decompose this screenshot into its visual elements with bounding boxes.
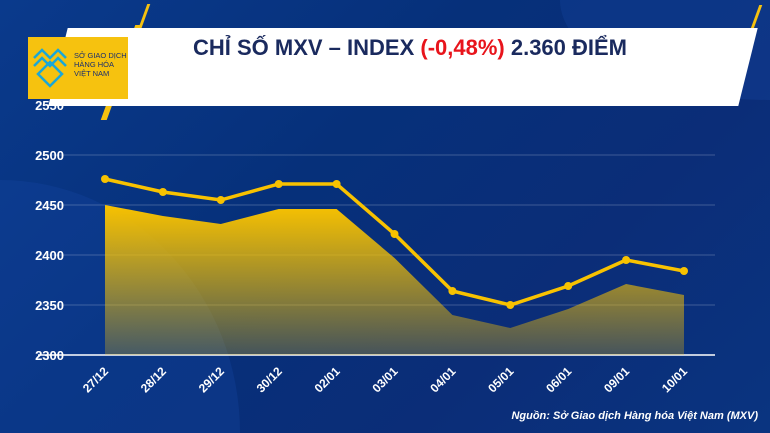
x-tick-label: 04/01: [427, 364, 458, 395]
x-tick-label: 29/12: [196, 364, 227, 395]
data-point: [158, 188, 167, 196]
x-tick-label: 10/01: [659, 364, 690, 395]
x-tick-label: 27/12: [80, 364, 111, 395]
chart-title: CHỈ SỐ MXV – INDEX (-0,48%) 2.360 ĐIỂM: [140, 34, 680, 62]
title-change: (-0,48%): [420, 35, 505, 60]
x-tick-label: 28/12: [138, 364, 169, 395]
data-point: [390, 230, 399, 238]
data-point: [564, 282, 573, 290]
x-tick-label: 30/12: [254, 364, 285, 395]
logo-line: HÀNG HÓA: [74, 60, 115, 69]
y-tick-label: 2350: [35, 298, 64, 313]
data-point: [448, 287, 457, 295]
y-tick-label: 2450: [35, 198, 64, 213]
data-point: [274, 180, 283, 188]
logo-line: SỞ GIAO DỊCH: [74, 51, 127, 60]
data-point: [680, 267, 688, 275]
data-point: [216, 196, 225, 204]
series-area: [105, 205, 684, 355]
data-point: [506, 301, 515, 309]
title-value: 2.360 ĐIỂM: [504, 35, 628, 60]
x-tick-label: 09/01: [601, 364, 632, 395]
x-tick-label: 03/01: [369, 364, 400, 395]
x-tick-label: 02/01: [312, 364, 343, 395]
logo-text: SỞ GIAO DỊCH HÀNG HÓA VIỆT NAM: [74, 51, 127, 78]
y-tick-label: 2300: [35, 348, 64, 363]
source-note: Nguồn: Sở Giao dịch Hàng hóa Việt Nam (M…: [511, 410, 758, 422]
data-point: [622, 256, 631, 264]
logo-mark-icon: [33, 48, 67, 88]
logo: SỞ GIAO DỊCH HÀNG HÓA VIỆT NAM: [28, 37, 128, 99]
y-tick-label: 2500: [35, 148, 64, 163]
x-tick-label: 05/01: [485, 364, 516, 395]
data-point: [332, 180, 341, 188]
logo-line: VIỆT NAM: [74, 69, 110, 78]
y-tick-label: 2550: [35, 98, 64, 113]
title-text: CHỈ SỐ MXV – INDEX: [192, 35, 421, 60]
data-point: [101, 175, 109, 183]
x-tick-label: 06/01: [543, 364, 574, 395]
y-tick-label: 2400: [35, 248, 64, 263]
